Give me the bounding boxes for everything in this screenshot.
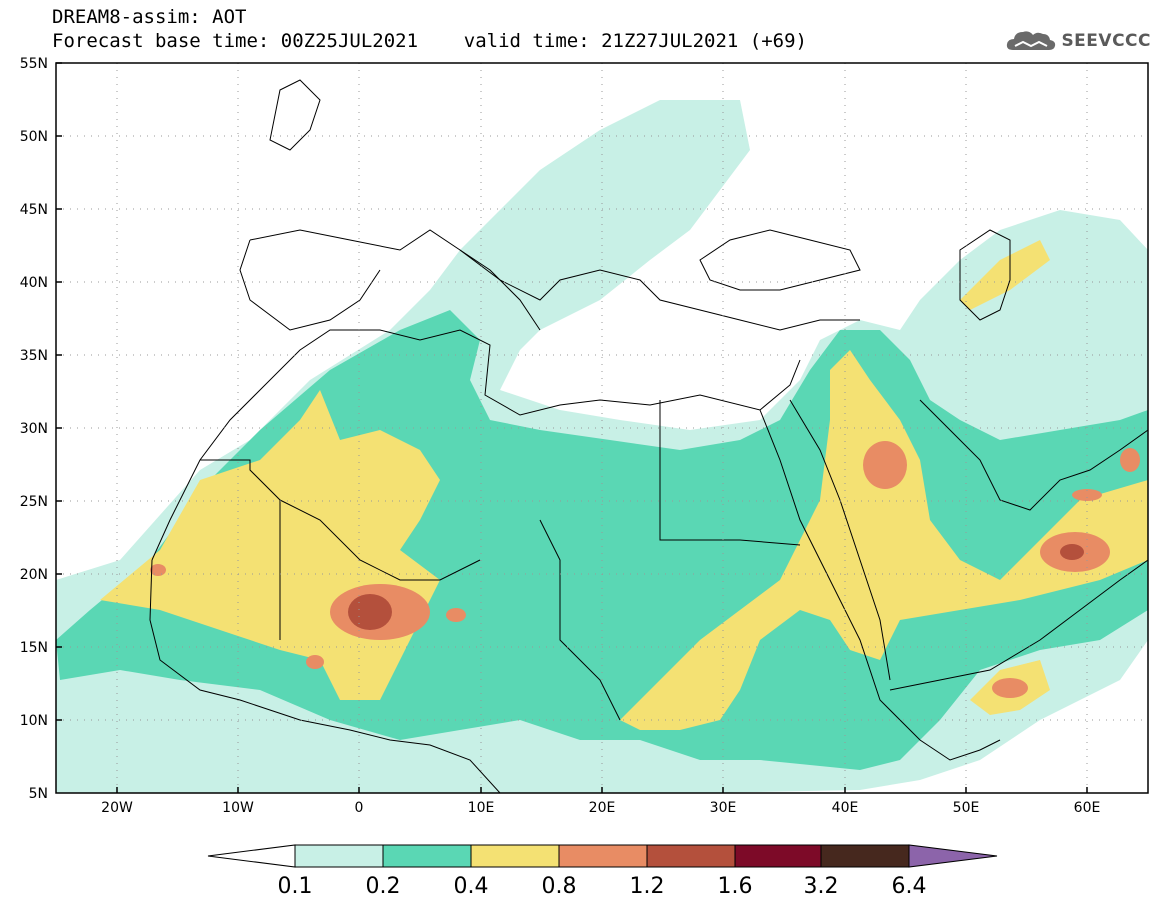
coast-gulf bbox=[919, 399, 1148, 511]
x-tick-label: 20E bbox=[589, 800, 616, 816]
colorbar-segment bbox=[470, 844, 560, 868]
coast-uk bbox=[269, 79, 321, 151]
x-tick-label: 10W bbox=[222, 800, 254, 816]
aot-band-0.8 bbox=[150, 564, 166, 576]
y-tick-label: 50N bbox=[20, 129, 48, 145]
y-tick-label: 25N bbox=[20, 494, 48, 510]
colorbar-label: 6.4 bbox=[892, 874, 927, 899]
colorbar-label: 0.8 bbox=[542, 874, 577, 899]
aot-band-0.8 bbox=[1072, 489, 1102, 501]
coast-west-africa bbox=[149, 559, 501, 793]
coast-horn-of-africa bbox=[899, 719, 1001, 761]
colorbar-label: 1.2 bbox=[630, 874, 665, 899]
coast-red-sea-west bbox=[759, 409, 901, 721]
colorbar-segment bbox=[646, 844, 736, 868]
y-tick-label: 30N bbox=[20, 421, 48, 437]
coastlines bbox=[149, 79, 1148, 793]
colorbar-label: 1.6 bbox=[718, 874, 753, 899]
aot-band-1.2 bbox=[1060, 544, 1084, 560]
y-tick-label: 40N bbox=[20, 275, 48, 291]
x-tick-label: 40E bbox=[832, 800, 859, 816]
x-tick-label: 10E bbox=[468, 800, 495, 816]
coast-caspian-sea bbox=[959, 229, 1011, 321]
aot-field bbox=[56, 100, 1148, 793]
colorbar-label: 0.1 bbox=[278, 874, 313, 899]
y-tick-label: 10N bbox=[20, 713, 48, 729]
colorbar-segment bbox=[294, 844, 384, 868]
aot-band-0.8 bbox=[1120, 448, 1140, 472]
y-axis-labels: 55N 50N 45N 40N 35N 30N 25N 20N 15N 10N … bbox=[20, 56, 48, 802]
cloud-icon bbox=[1007, 31, 1056, 50]
x-tick-label: 60E bbox=[1074, 800, 1101, 816]
coast-northwest-africa bbox=[151, 329, 801, 561]
y-tick-label: 5N bbox=[29, 786, 48, 802]
x-tick-label: 20W bbox=[101, 800, 133, 816]
colorbar bbox=[207, 844, 998, 868]
colorbar-label: 0.4 bbox=[454, 874, 489, 899]
coast-europe-south bbox=[249, 229, 860, 331]
colorbar-segment bbox=[382, 844, 472, 868]
border-chad bbox=[539, 519, 621, 721]
border-libya-egypt bbox=[659, 400, 801, 546]
coast-iberia bbox=[239, 239, 381, 331]
aot-band-0.8 bbox=[446, 608, 466, 622]
grid bbox=[56, 63, 1148, 793]
axis-ticks bbox=[56, 62, 1088, 793]
colorbar-segment bbox=[734, 844, 822, 868]
coast-italy bbox=[459, 249, 541, 331]
colorbar-segment-under bbox=[207, 844, 296, 868]
x-tick-label: 30E bbox=[710, 800, 737, 816]
aot-band-0.4 bbox=[960, 240, 1050, 310]
x-axis-labels: 20W 10W 0 10E 20E 30E 40E 50E 60E bbox=[101, 800, 1100, 816]
colorbar-segment bbox=[820, 844, 910, 868]
colorbar-label: 0.2 bbox=[366, 874, 401, 899]
aot-band-0.4 bbox=[620, 350, 1148, 730]
colorbar-label: 3.2 bbox=[804, 874, 839, 899]
colorbar-segment bbox=[558, 844, 648, 868]
seevccc-logo: SEEVCCC bbox=[1005, 26, 1151, 56]
x-tick-label: 0 bbox=[355, 800, 364, 816]
logo-text: SEEVCCC bbox=[1061, 31, 1151, 51]
y-tick-label: 35N bbox=[20, 348, 48, 364]
coast-arabia-south bbox=[889, 559, 1148, 691]
colorbar-segment-over bbox=[908, 844, 998, 868]
colorbar-labels: 0.1 0.2 0.4 0.8 1.2 1.6 3.2 6.4 bbox=[278, 874, 927, 899]
aot-band-0.8 bbox=[992, 678, 1028, 698]
map-title: DREAM8-assim: AOT bbox=[52, 6, 247, 28]
border-algeria-mali bbox=[279, 499, 481, 581]
aot-band-0.8 bbox=[863, 441, 907, 489]
aot-band-1.2 bbox=[348, 594, 392, 630]
aot-band-0.8 bbox=[306, 655, 324, 669]
y-tick-label: 55N bbox=[20, 56, 48, 72]
y-tick-label: 15N bbox=[20, 640, 48, 656]
coast-red-sea-east bbox=[789, 399, 891, 681]
coast-black-sea bbox=[699, 229, 861, 291]
y-tick-label: 45N bbox=[20, 202, 48, 218]
forecast-time-line: Forecast base time: 00Z25JUL2021 valid t… bbox=[52, 30, 807, 52]
x-tick-label: 50E bbox=[953, 800, 980, 816]
border-mauritania bbox=[200, 459, 281, 640]
y-tick-label: 20N bbox=[20, 567, 48, 583]
